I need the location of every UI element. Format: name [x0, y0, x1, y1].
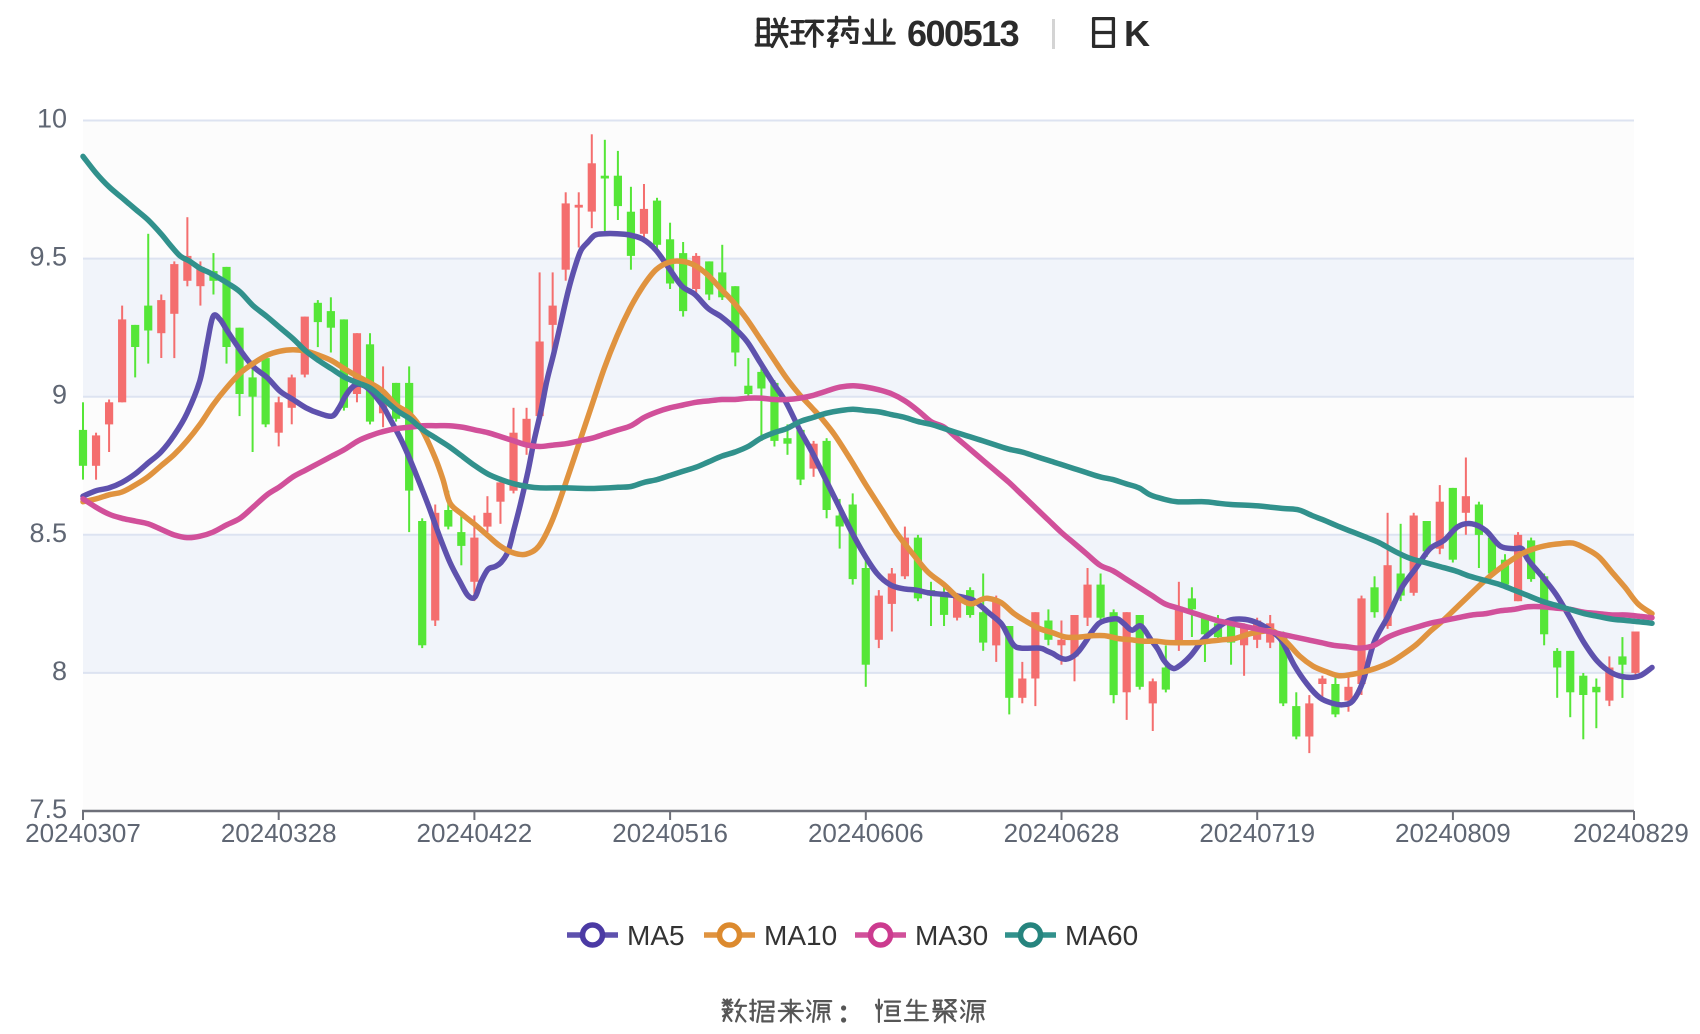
- svg-text:20240307: 20240307: [25, 818, 141, 848]
- svg-text:MA10: MA10: [764, 920, 837, 951]
- svg-text:20240516: 20240516: [612, 818, 728, 848]
- svg-text:20240719: 20240719: [1199, 818, 1315, 848]
- svg-text:8: 8: [52, 656, 67, 686]
- svg-text:7.5: 7.5: [29, 794, 67, 824]
- svg-text:MA30: MA30: [915, 920, 988, 951]
- svg-text:MA5: MA5: [627, 920, 685, 951]
- svg-text:10: 10: [37, 104, 67, 134]
- svg-text:600513: 600513: [907, 13, 1019, 54]
- svg-text:20240422: 20240422: [417, 818, 533, 848]
- svg-text:9: 9: [52, 380, 67, 410]
- svg-text:20240829: 20240829: [1573, 818, 1689, 848]
- svg-text:9.5: 9.5: [29, 242, 67, 272]
- svg-text:8.5: 8.5: [29, 518, 67, 548]
- svg-text:20240606: 20240606: [808, 818, 924, 848]
- svg-text:20240628: 20240628: [1004, 818, 1120, 848]
- svg-text:K: K: [1124, 13, 1150, 54]
- svg-text:20240328: 20240328: [221, 818, 337, 848]
- svg-text:20240809: 20240809: [1395, 818, 1511, 848]
- svg-text:MA60: MA60: [1065, 920, 1138, 951]
